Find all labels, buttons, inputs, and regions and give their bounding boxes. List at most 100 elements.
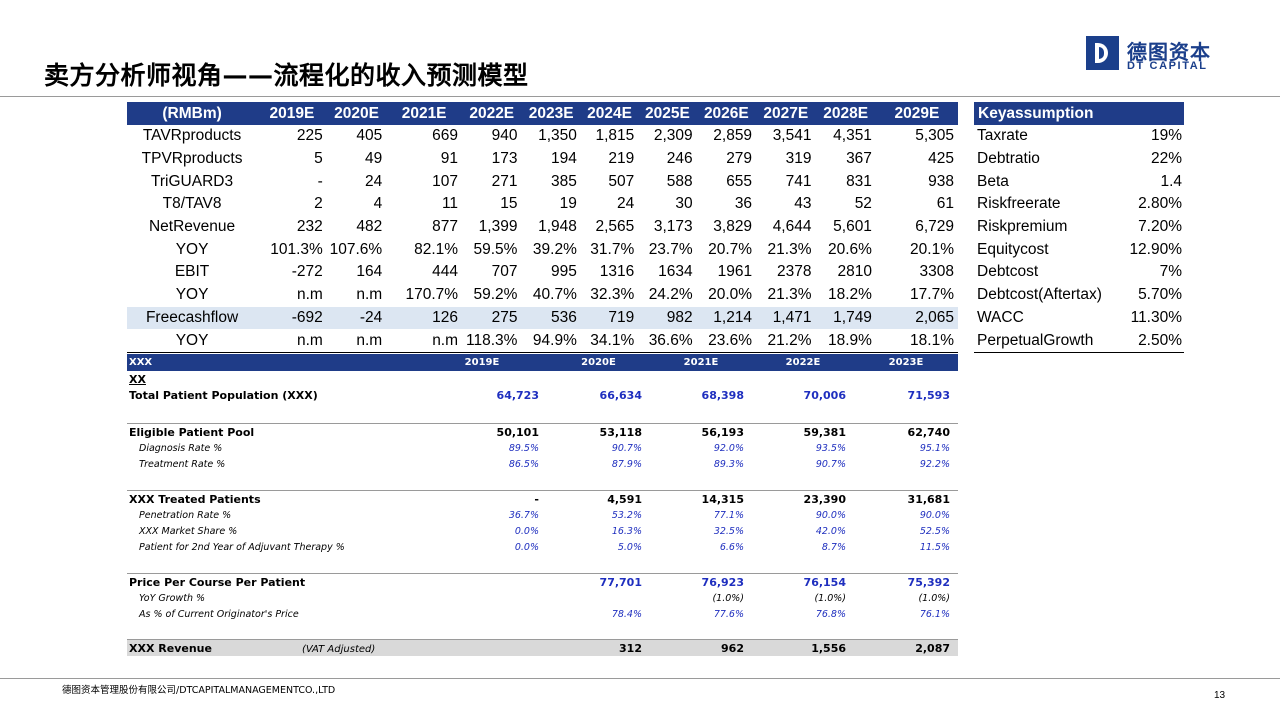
forecast-cell: 101.3%: [270, 240, 323, 258]
model-row-label: XXX Treated Patients: [127, 490, 417, 507]
model-year-header: 2022E: [752, 354, 854, 371]
forecast-cell: 2,859: [713, 127, 753, 145]
forecast-cell: 1961: [717, 263, 753, 281]
model-cell: 50,101: [417, 423, 547, 440]
key-assumption-label: Taxrate: [977, 127, 1028, 145]
forecast-cell: 164: [356, 263, 383, 281]
model-row-label: Eligible Patient Pool: [127, 423, 417, 440]
forecast-cell: 741: [785, 172, 812, 190]
model-cell: 32.5%: [713, 525, 744, 537]
model-cell: [547, 590, 650, 606]
model-revenue-row: XXX Revenue (VAT Adjusted) 312 962 1,556 2,08…: [127, 639, 958, 656]
forecast-cell: 707: [491, 263, 518, 281]
key-assumption-row: Taxrate 19%: [974, 125, 1184, 148]
forecast-col-header: 2026E: [696, 102, 757, 125]
forecast-cell: 40.7%: [532, 286, 577, 304]
model-row-label: YoY Growth %: [139, 592, 206, 604]
model-cell: 87.9%: [611, 458, 642, 470]
key-assumption-value: 2.80%: [1138, 195, 1183, 213]
forecast-cell: 831: [846, 172, 872, 190]
forecast-cell: 19: [559, 195, 577, 213]
key-assumption-label: Debtcost: [977, 263, 1039, 281]
key-assumption-body: Taxrate 19% Debtratio 22% Beta 1.4 Riskfreerat…: [974, 125, 1185, 353]
revenue-label: XXX Revenue: [129, 641, 212, 655]
forecast-cell: n.m: [257, 329, 327, 353]
model-row-label: Price Per Course Per Patient: [127, 573, 417, 590]
forecast-cell: -272: [291, 263, 323, 281]
model-cell: 312: [547, 639, 650, 656]
forecast-row-label: NetRevenue: [148, 218, 236, 236]
forecast-cell: 59.5%: [473, 240, 518, 258]
forecast-row: YOY n.m n.m n.m 118.3% 94.9% 34.1% 36.6% 23.6% 21…: [127, 329, 958, 353]
forecast-cell: 275: [462, 306, 522, 330]
model-row-label: Penetration Rate %: [139, 509, 232, 521]
model-cell: 11.5%: [919, 541, 950, 553]
model-cell: 1,556: [752, 639, 854, 656]
model-year-header: 2023E: [854, 354, 958, 371]
key-assumption-label: Riskfreerate: [977, 195, 1061, 213]
key-assumption-value: 7%: [1159, 263, 1183, 281]
model-row: Eligible Patient Pool 50,101 53,118 56,193 5…: [127, 423, 958, 440]
footer-divider: [0, 678, 1280, 679]
key-assumption-value: 19%: [1150, 127, 1183, 145]
forecast-cell: 2378: [777, 263, 812, 281]
forecast-cell: 1,350: [538, 127, 577, 145]
forecast-cell: 938: [928, 172, 954, 190]
forecast-cell: 36: [734, 195, 753, 213]
forecast-cell: 39.2%: [532, 240, 577, 258]
forecast-cell: 173: [491, 150, 518, 168]
model-cell: 5.0%: [617, 541, 642, 553]
key-assumption-label: PerpetualGrowth: [974, 329, 1114, 353]
forecast-row: TAVRproducts 225 405 669 940 1,350 1,815 2,309 2…: [127, 125, 958, 148]
forecast-cell: 1,815: [595, 127, 635, 145]
model-cell: 90.7%: [815, 458, 846, 470]
forecast-cell: 5,305: [915, 127, 954, 145]
forecast-cell: 6,729: [915, 218, 954, 236]
forecast-cell: n.m: [386, 329, 463, 353]
forecast-cell: 23.7%: [648, 240, 693, 258]
forecast-cell: 3308: [919, 263, 954, 281]
forecast-cell: n.m: [296, 286, 323, 304]
forecast-row-label: YOY: [127, 329, 258, 353]
model-header-row: XXX 2019E 2020E 2021E 2022E 2023E: [127, 354, 958, 371]
forecast-cell: 444: [432, 263, 459, 281]
model-cell: 76.1%: [919, 608, 950, 620]
key-assumption-table: Keyassumption Taxrate 19% Debtratio 22% Beta…: [974, 102, 1185, 353]
model-cell: 90.7%: [611, 442, 642, 454]
model-row-label: Diagnosis Rate %: [139, 442, 223, 454]
forecast-cell: 385: [551, 172, 577, 190]
key-assumption-label: Debtcost(Aftertax): [977, 286, 1102, 304]
revenue-model-table: XXX 2019E 2020E 2021E 2022E 2023E XX Total Pat…: [127, 354, 958, 656]
forecast-cell: 18.9%: [815, 329, 876, 353]
forecast-row: EBIT -272 164 444 707 995 1316 1634 1961 2378 2810…: [127, 261, 958, 284]
key-assumption-header: Keyassumption: [974, 102, 1185, 125]
forecast-cell: 3,173: [653, 218, 693, 236]
model-cell: 42.0%: [815, 525, 846, 537]
model-cell: 76,923: [650, 573, 752, 590]
forecast-cell: 18.2%: [827, 286, 872, 304]
forecast-cell: 507: [608, 172, 635, 190]
key-assumption-row: Equitycost 12.90%: [974, 238, 1184, 261]
forecast-cell: 367: [846, 150, 872, 168]
model-cell: 53.2%: [611, 509, 642, 521]
forecast-col-header: 2027E: [756, 102, 816, 125]
model-cell: 0.0%: [514, 541, 539, 553]
forecast-cell: 43: [794, 195, 812, 213]
footer-company: 德图资本管理股份有限公司/DTCAPITALMANAGEMENTCO.,LTD: [62, 685, 336, 696]
model-cell: (1.0%): [712, 592, 744, 604]
key-assumption-value: 5.70%: [1138, 286, 1183, 304]
forecast-cell: 118.3%: [462, 329, 522, 353]
logo-english-name: DT CAPITAL: [1127, 60, 1208, 72]
model-cell: (1.0%): [814, 592, 846, 604]
model-row: Treatment Rate % 86.5% 87.9% 89.3% 90.7% 92.2…: [127, 456, 958, 472]
forecast-cell: 23.6%: [696, 329, 757, 353]
key-assumption-row: Debtcost(Aftertax) 5.70%: [974, 284, 1184, 307]
forecast-cell: 34.1%: [580, 329, 639, 353]
model-cell: 77,701: [547, 573, 650, 590]
forecast-table: (RMBm) 2019E 2020E 2021E 2022E 2023E 2024E 2025…: [127, 102, 958, 353]
forecast-cell: 405: [356, 127, 383, 145]
key-assumption-row: PerpetualGrowth 2.50%: [974, 329, 1185, 353]
dt-capital-logo: 德图资本 DT CAPITAL: [1086, 36, 1211, 72]
forecast-cell: n.m: [356, 286, 383, 304]
model-cell: 90.0%: [815, 509, 846, 521]
